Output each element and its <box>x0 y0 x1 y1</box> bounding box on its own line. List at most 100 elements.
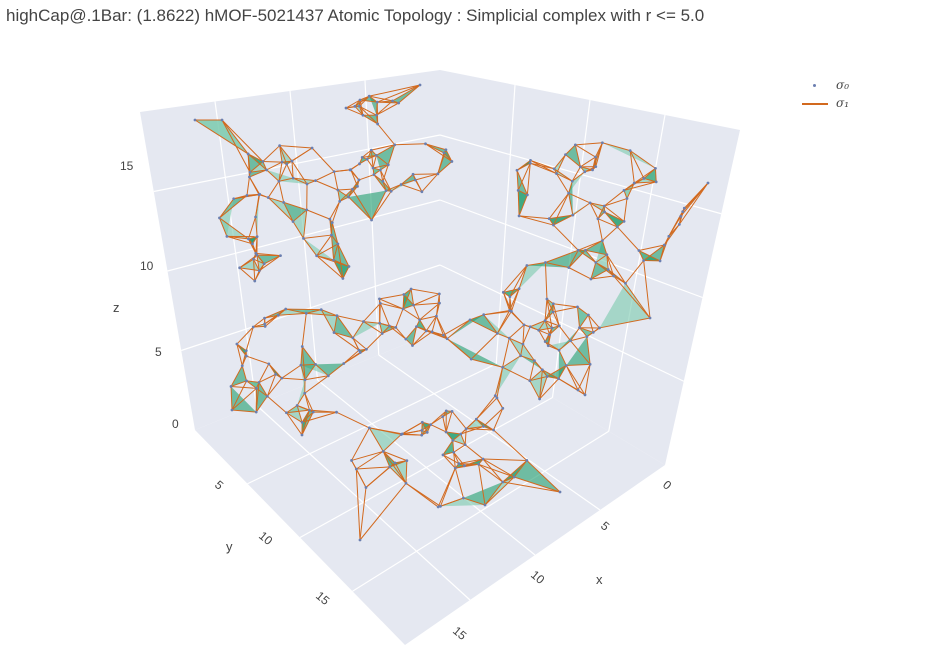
simplex-edge <box>376 144 396 156</box>
simplex-edge <box>576 306 581 328</box>
simplex-node <box>193 118 197 122</box>
simplex-edge <box>415 173 438 181</box>
simplex-edge <box>382 181 387 191</box>
simplex-edge <box>483 314 498 334</box>
simplex-edge <box>247 153 264 162</box>
simplex-edge <box>634 178 645 184</box>
simplex-node <box>357 178 361 182</box>
simplex-edge <box>392 84 421 102</box>
simplex-node <box>594 261 598 264</box>
simplex-edge <box>579 327 588 337</box>
simplex-edge <box>553 214 574 226</box>
simplex-edge <box>382 451 407 484</box>
simplex-edge <box>336 315 354 339</box>
simplex-edge <box>484 481 504 506</box>
simplex-edge <box>376 154 389 166</box>
simplex-face <box>566 336 591 366</box>
simplex-edge <box>292 221 304 239</box>
simplex-node <box>515 168 519 172</box>
pane-right <box>440 70 740 465</box>
simplex-edge <box>518 265 528 289</box>
simplex-edge <box>398 84 421 104</box>
simplex-edge <box>589 202 605 213</box>
simplex-edge <box>403 294 414 306</box>
simplex-edge <box>601 240 608 255</box>
simplex-edge <box>453 452 456 469</box>
simplex-node <box>508 295 512 299</box>
simplex-node <box>548 333 551 336</box>
simplex-edge <box>221 119 264 162</box>
simplex-edge <box>394 143 426 146</box>
simplex-node <box>528 379 532 383</box>
legend[interactable]: σ₀ σ₁ <box>798 76 849 112</box>
simplex-node <box>594 165 598 169</box>
simplex-edge <box>241 355 247 366</box>
simplex-node <box>564 364 568 367</box>
simplex-edge <box>565 365 586 396</box>
simplex-edge <box>496 367 504 399</box>
simplex-node <box>362 320 365 323</box>
simplex-node <box>424 142 427 146</box>
simplex-edge <box>638 250 645 261</box>
simplex-edge <box>381 326 396 334</box>
simplex-edge <box>352 337 360 351</box>
simplex-edge <box>239 267 260 272</box>
simplex-node <box>540 368 544 372</box>
simplex-edge <box>236 343 247 352</box>
simplex-edge <box>643 244 665 261</box>
simplex-node <box>280 376 284 380</box>
simplex-edge <box>469 314 484 321</box>
simplex-edge <box>354 95 370 107</box>
simplex-face <box>303 238 334 260</box>
simplex-node <box>495 332 499 335</box>
simplex-node <box>517 287 521 291</box>
legend-item-sigma0[interactable]: σ₀ <box>798 76 849 94</box>
simplex-node <box>501 365 505 369</box>
simplex-edge <box>437 467 456 508</box>
simplex-edge <box>255 194 261 218</box>
simplex-node <box>501 406 505 410</box>
simplex-edge <box>446 431 461 435</box>
simplex-node <box>545 375 549 378</box>
simplex-edge <box>549 214 573 220</box>
simplex-edge <box>219 217 228 237</box>
simplex-edge <box>412 331 433 346</box>
simplex-edge <box>333 332 354 339</box>
simplex-edge <box>552 303 560 327</box>
simplex-node <box>591 168 594 172</box>
simplex-node <box>305 208 309 212</box>
simplex-node <box>662 243 666 247</box>
simplex-node <box>579 165 582 169</box>
simplex-edge <box>301 409 310 436</box>
simplex-face <box>483 314 510 339</box>
simplex-node <box>464 427 468 431</box>
simplex-face <box>352 321 380 338</box>
simplex-edge <box>484 476 515 506</box>
simplex-edge <box>442 410 453 418</box>
simplex-edge <box>623 190 628 199</box>
simplex-edge <box>239 267 256 282</box>
simplex-edge <box>538 320 546 331</box>
simplex-edge <box>410 288 415 306</box>
simplex-node <box>332 170 336 174</box>
simplex-edge <box>599 317 651 329</box>
simplex-node <box>230 408 234 412</box>
simplex-node <box>314 179 317 183</box>
simplex-edge <box>366 159 374 169</box>
simplex-edge <box>520 344 524 356</box>
simplex-edge <box>452 439 466 446</box>
simplex-edge <box>547 327 553 346</box>
simplex-edge <box>604 211 618 228</box>
simplex-edge <box>266 161 283 171</box>
simplex-edge <box>230 386 233 411</box>
x-tick-label: 10 <box>528 568 547 588</box>
simplex-node <box>525 459 529 462</box>
simplex-node <box>439 504 442 508</box>
simplex-edge <box>352 179 360 190</box>
legend-item-sigma1[interactable]: σ₁ <box>798 94 849 112</box>
simplex-edge <box>330 235 335 261</box>
simplex-edge <box>526 262 546 266</box>
simplex-face <box>293 209 307 239</box>
simplex-face <box>440 498 485 507</box>
